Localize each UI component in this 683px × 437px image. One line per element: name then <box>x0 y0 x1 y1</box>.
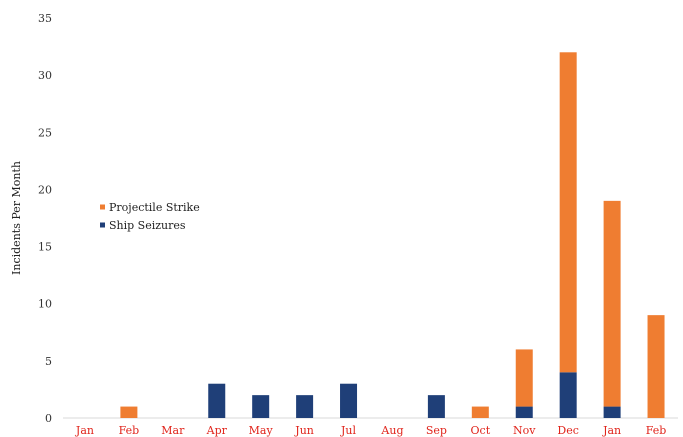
legend-swatch-ship-seizures <box>100 222 105 228</box>
legend-swatch-projectile-strike <box>100 204 105 210</box>
bar-projectile-strike-13 <box>647 315 665 418</box>
y-tick-label: 0 <box>45 412 52 425</box>
legend-label-projectile-strike: Projectile Strike <box>109 201 200 214</box>
x-tick-label: Apr <box>206 424 228 437</box>
bar-projectile-strike-10 <box>515 349 533 407</box>
y-tick-label: 35 <box>38 12 52 25</box>
y-axis-ticks: 0 5 10 15 20 25 30 35 <box>38 12 52 425</box>
y-tick-label: 10 <box>38 298 52 311</box>
x-tick-label: Jul <box>340 424 356 437</box>
y-tick-label: 25 <box>38 126 52 139</box>
x-tick-label: Jun <box>294 424 314 437</box>
x-tick-label: Nov <box>513 424 536 437</box>
bar-ship-seizures-11 <box>559 372 577 418</box>
x-tick-label: Feb <box>646 424 667 437</box>
bars <box>120 52 665 418</box>
bar-ship-seizures-5 <box>296 395 314 418</box>
bar-ship-seizures-12 <box>603 406 621 418</box>
bar-ship-seizures-10 <box>515 406 533 418</box>
y-tick-label: 20 <box>38 183 52 196</box>
bar-ship-seizures-4 <box>252 395 270 418</box>
x-tick-label: Sep <box>426 424 447 437</box>
y-axis-title: Incidents Per Month <box>10 161 23 275</box>
bar-projectile-strike-12 <box>603 200 621 407</box>
bar-ship-seizures-6 <box>340 383 358 418</box>
bar-ship-seizures-3 <box>208 383 226 418</box>
x-tick-label: Dec <box>557 424 579 437</box>
bar-projectile-strike-9 <box>471 406 489 418</box>
y-tick-label: 5 <box>45 355 52 368</box>
x-tick-label: Jan <box>75 424 94 437</box>
x-axis-ticks: Jan Feb Mar Apr May Jun Jul Aug Sep Oct Nov Dec Jan F… <box>75 424 666 437</box>
x-tick-label: Mar <box>161 424 185 437</box>
bar-projectile-strike-1 <box>120 406 138 418</box>
bar-projectile-strike-11 <box>559 52 577 373</box>
x-tick-label: Aug <box>380 424 403 437</box>
x-tick-label: Oct <box>471 424 491 437</box>
legend-label-ship-seizures: Ship Seizures <box>109 219 186 232</box>
x-tick-label: Feb <box>119 424 140 437</box>
bar-ship-seizures-8 <box>427 395 445 418</box>
y-tick-label: 30 <box>38 69 52 82</box>
y-tick-label: 15 <box>38 241 52 254</box>
legend: Projectile Strike Ship Seizures <box>100 201 200 232</box>
x-tick-label: Jan <box>602 424 621 437</box>
x-tick-label: May <box>249 424 274 437</box>
